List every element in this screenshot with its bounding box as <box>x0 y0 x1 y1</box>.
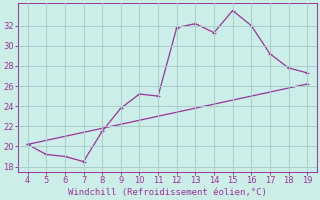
X-axis label: Windchill (Refroidissement éolien,°C): Windchill (Refroidissement éolien,°C) <box>68 188 267 197</box>
